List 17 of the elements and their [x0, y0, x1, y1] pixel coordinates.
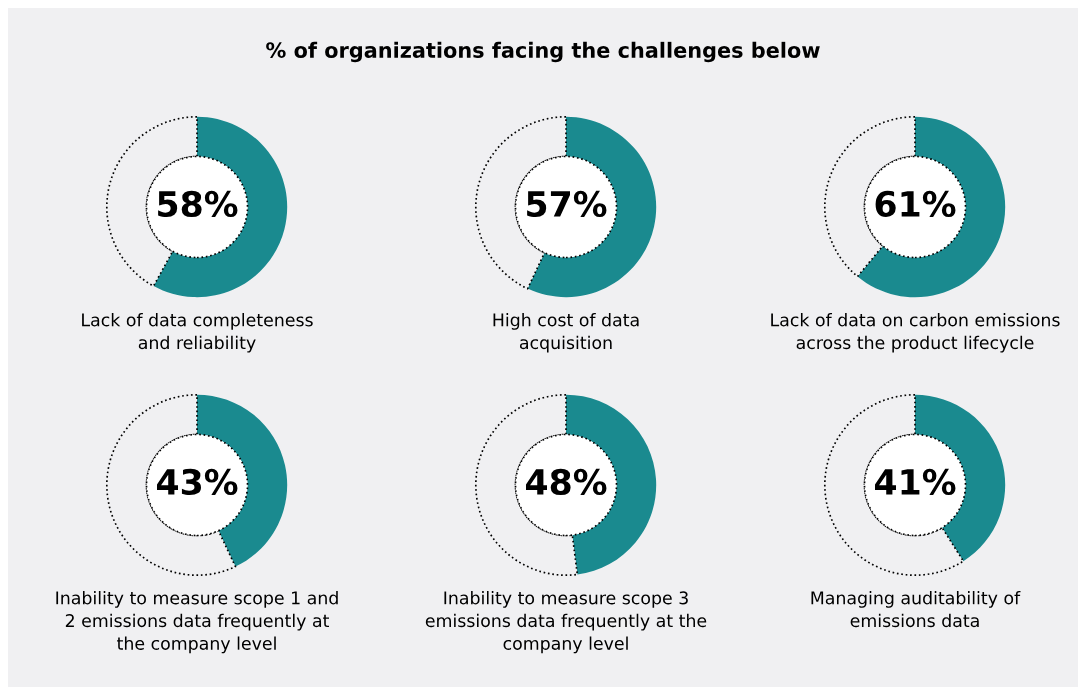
data-label: 61% — [875, 190, 956, 218]
text: Inability to measure scope 3 emissions data frequently at the company level — [425, 591, 707, 654]
text: Lack of data on carbon emissions across the product lifecycle — [771, 313, 1060, 353]
data-label: 48% — [526, 468, 607, 496]
data-label: 58% — [158, 190, 238, 218]
donut-slice — [857, 116, 1006, 298]
text: Managing auditability of emissions data — [811, 591, 1021, 628]
donut-slice — [153, 116, 288, 298]
donut-slice — [823, 393, 965, 577]
text: % of organizations facing the challenges below — [266, 41, 820, 63]
donut-slice — [527, 116, 657, 298]
data-label: 57% — [527, 190, 607, 218]
data-label: 41% — [875, 468, 956, 496]
text: High cost of data acquisition — [493, 313, 639, 353]
text: Inability to measure scope 1 and 2 emissions data frequently at the company level — [56, 591, 338, 654]
data-label: 43% — [157, 468, 238, 496]
text: Lack of data completeness and reliability — [82, 313, 313, 353]
